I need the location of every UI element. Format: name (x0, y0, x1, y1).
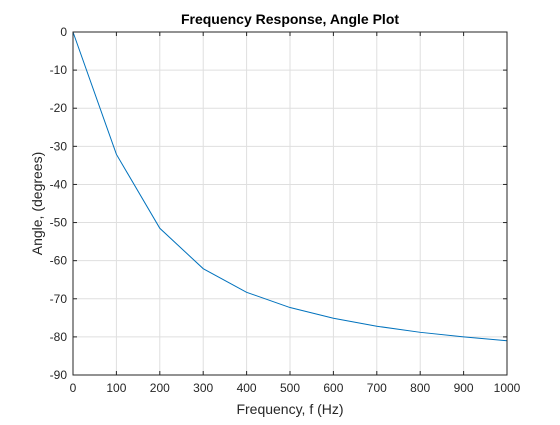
x-tick-label: 300 (193, 381, 213, 395)
y-tick-label: -80 (50, 330, 68, 344)
y-tick-label: -40 (50, 177, 68, 191)
y-tick-label: -50 (50, 216, 68, 230)
angle-series-line (72, 31, 508, 342)
y-tick-label: -20 (50, 101, 68, 115)
y-tick-label: -90 (50, 368, 68, 382)
x-tick-label: 500 (280, 381, 300, 395)
x-tick-label: 800 (410, 381, 430, 395)
x-tick-label: 600 (323, 381, 343, 395)
x-tick-label: 100 (106, 381, 126, 395)
chart-title: Frequency Response, Angle Plot (181, 11, 399, 27)
x-tick-label: 700 (367, 381, 387, 395)
series-layer (72, 31, 508, 342)
ticks (72, 31, 508, 376)
x-tick-label: 1000 (494, 381, 521, 395)
y-tick-label: -70 (50, 292, 68, 306)
tick-labels: 0 100 200 300 400 500 600 700 800 900 1000 0 -10 -20 -… (50, 25, 521, 395)
x-axis-label: Frequency, f (Hz) (236, 401, 343, 417)
y-tick-label: -10 (50, 63, 68, 77)
y-axis-label: Angle, (degrees) (29, 152, 45, 256)
x-tick-label: 900 (454, 381, 474, 395)
y-tick-label: -60 (50, 254, 68, 268)
y-tick-label: -30 (50, 139, 68, 153)
x-tick-label: 200 (150, 381, 170, 395)
x-tick-label: 0 (70, 381, 77, 395)
x-tick-label: 400 (237, 381, 257, 395)
y-tick-label: 0 (60, 25, 67, 39)
